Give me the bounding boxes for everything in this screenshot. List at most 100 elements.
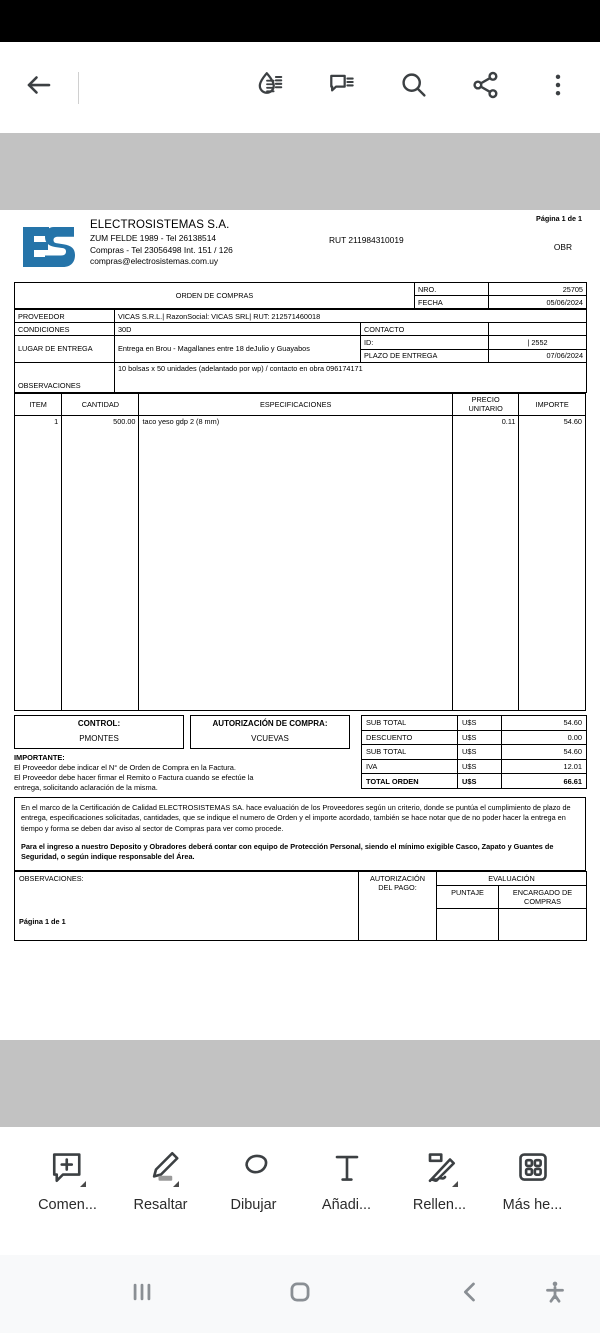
items-table: ITEM CANTIDAD ESPECIFICACIONES PRECIO UN… bbox=[13, 392, 586, 711]
tool-highlight[interactable]: Resaltar bbox=[114, 1145, 207, 1213]
table-row: IVA U$S 12.01 bbox=[361, 758, 587, 775]
nav-accessibility-button[interactable] bbox=[525, 1255, 585, 1333]
highlighter-icon bbox=[141, 1147, 181, 1192]
company-logo bbox=[18, 222, 80, 272]
control-value: PMONTES bbox=[79, 733, 119, 743]
nro-label: NRO. bbox=[414, 281, 489, 297]
more-options-button[interactable] bbox=[538, 68, 578, 108]
total-label-0: SUB TOTAL bbox=[361, 714, 458, 731]
comment-icon bbox=[327, 70, 357, 105]
search-button[interactable] bbox=[394, 68, 434, 108]
signature-boxes: CONTROL: PMONTES AUTORIZACIÓN DE COMPRA:… bbox=[14, 714, 359, 749]
control-totals-section: CONTROL: PMONTES AUTORIZACIÓN DE COMPRA:… bbox=[14, 714, 587, 793]
tool-fill-sign[interactable]: Rellen... bbox=[393, 1145, 486, 1213]
share-button[interactable] bbox=[466, 68, 506, 108]
status-bar bbox=[0, 0, 600, 42]
footer-observations-section: OBSERVACIONES: Página 1 de 1 AUTORIZACIÓ… bbox=[14, 870, 587, 942]
nav-back-button[interactable] bbox=[440, 1255, 500, 1333]
encargado-header: ENCARGADO DE COMPRAS bbox=[498, 884, 587, 910]
table-row: FECHA 05/06/2024 bbox=[15, 295, 587, 310]
autorizacion-label: AUTORIZACIÓN DE COMPRA: bbox=[212, 718, 328, 728]
importante-line2: El Proveedor debe hacer firmar el Remito… bbox=[14, 772, 254, 782]
tool-label: Rellen... bbox=[412, 1197, 467, 1213]
table-row: PLAZO DE ENTREGA 07/06/2024 bbox=[15, 348, 588, 363]
cell-importe: 54.60 bbox=[518, 414, 586, 711]
totals-table-wrap: SUB TOTAL U$S 54.60 DESCUENTO U$S 0.00 S… bbox=[361, 714, 587, 789]
table-row: OBSERVACIONES 10 bolsas x 50 unidades (a… bbox=[14, 361, 588, 393]
quality-note-2: Para el ingreso a nuestro Deposito y Obr… bbox=[21, 841, 554, 862]
plazo-entrega-value: 07/06/2024 bbox=[487, 348, 588, 363]
company-info: ELECTROSISTEMAS S.A. ZUM FELDE 1989 - Te… bbox=[90, 218, 233, 267]
total-label-3: IVA bbox=[361, 758, 458, 775]
home-icon bbox=[285, 1277, 315, 1312]
footer-page-label: Página 1 de 1 bbox=[19, 916, 66, 926]
arrow-left-icon bbox=[24, 70, 54, 105]
table-row: CONDICIONES 30D CONTACTO bbox=[14, 322, 588, 337]
total-label-4: TOTAL ORDEN bbox=[361, 773, 458, 789]
control-left: CONTROL: PMONTES AUTORIZACIÓN DE COMPRA:… bbox=[14, 714, 359, 793]
importante-heading: IMPORTANTE: bbox=[14, 752, 65, 762]
company-address-line1: ZUM FELDE 1989 - Tel 26138514 bbox=[90, 233, 217, 244]
total-currency-1: U$S bbox=[457, 729, 502, 746]
proveedor-label: PROVEEDOR bbox=[14, 309, 115, 324]
autorizacion-pago-line1: AUTORIZACIÓN bbox=[369, 873, 425, 883]
add-text-icon bbox=[327, 1147, 367, 1192]
table-row: OBSERVACIONES: Página 1 de 1 AUTORIZACIÓ… bbox=[14, 870, 587, 942]
order-fields-table: PROVEEDOR VICAS S.R.L.| RazonSocial: VIC… bbox=[14, 309, 588, 393]
nav-home-button[interactable] bbox=[270, 1255, 330, 1333]
table-row: PROVEEDOR VICAS S.R.L.| RazonSocial: VIC… bbox=[14, 309, 588, 324]
cell-precio: 0.11 bbox=[451, 414, 520, 711]
observaciones-label: OBSERVACIONES bbox=[14, 361, 115, 393]
highlight-contrast-button[interactable] bbox=[250, 68, 290, 108]
search-icon bbox=[399, 70, 429, 105]
col-item: ITEM bbox=[13, 392, 63, 416]
cell-cantidad: 500.00 bbox=[61, 414, 140, 711]
highlight-contrast-icon bbox=[255, 70, 285, 105]
total-value-3: 12.01 bbox=[501, 758, 587, 775]
table-row: SUB TOTAL U$S 54.60 bbox=[361, 744, 587, 760]
app-top-toolbar bbox=[0, 42, 600, 133]
draw-icon bbox=[234, 1147, 274, 1192]
tool-draw[interactable]: Dibujar bbox=[207, 1145, 300, 1213]
tool-label: Añadi... bbox=[321, 1197, 372, 1213]
tool-label: Resaltar bbox=[133, 1197, 188, 1213]
page-indicator-top: Página 1 de 1 bbox=[536, 214, 582, 223]
importante-block: IMPORTANTE: El Proveedor debe indicar el… bbox=[14, 753, 359, 793]
footer-observaciones-cell: OBSERVACIONES: Página 1 de 1 bbox=[14, 870, 359, 942]
tool-more[interactable]: Más he... bbox=[486, 1145, 579, 1213]
total-currency-4: U$S bbox=[457, 773, 502, 789]
id-label: ID: bbox=[360, 335, 489, 350]
total-value-4: 66.61 bbox=[501, 773, 587, 789]
importante-line1: El Proveedor debe indicar el N° de Orden… bbox=[14, 762, 236, 772]
col-cantidad: CANTIDAD bbox=[61, 392, 140, 416]
plazo-entrega-label: PLAZO DE ENTREGA bbox=[360, 348, 489, 363]
quality-note-1: En el marco de la Certificación de Calid… bbox=[21, 802, 571, 833]
back-button[interactable] bbox=[0, 70, 78, 105]
importante-line3: entrega, solicitando aclaración de la mi… bbox=[14, 782, 158, 792]
share-icon bbox=[471, 70, 501, 105]
autorizacion-pago-line2: DEL PAGO: bbox=[378, 882, 417, 892]
puntaje-header: PUNTAJE bbox=[436, 884, 499, 910]
autorizacion-value: VCUEVAS bbox=[251, 733, 289, 743]
condiciones-label: CONDICIONES bbox=[14, 322, 115, 337]
contacto-value bbox=[487, 322, 588, 337]
observaciones-value: 10 bolsas x 50 unidades (adelantado por … bbox=[113, 361, 588, 393]
pdf-page[interactable]: ELECTROSISTEMAS S.A. ZUM FELDE 1989 - Te… bbox=[0, 210, 600, 1040]
tool-label: Comen... bbox=[38, 1197, 97, 1213]
android-nav-bar bbox=[0, 1255, 600, 1333]
nav-recents-button[interactable] bbox=[112, 1255, 172, 1333]
tool-add-text[interactable]: Añadi... bbox=[300, 1145, 393, 1213]
table-row: SUB TOTAL U$S 54.60 bbox=[361, 714, 587, 731]
comment-button[interactable] bbox=[322, 68, 362, 108]
control-label: CONTROL: bbox=[77, 718, 121, 728]
tool-label: Dibujar bbox=[230, 1197, 277, 1213]
footer-table: OBSERVACIONES: Página 1 de 1 AUTORIZACIÓ… bbox=[14, 870, 587, 942]
caret-icon bbox=[451, 1181, 458, 1187]
table-row: ORDEN DE COMPRAS NRO. 25705 bbox=[14, 281, 587, 310]
tool-label: Más he... bbox=[502, 1197, 563, 1213]
tool-comment[interactable]: Comen... bbox=[21, 1145, 114, 1213]
col-precio-unitario: PRECIO UNITARIO bbox=[451, 392, 520, 416]
table-row bbox=[15, 908, 587, 942]
company-email: compras@electrosistemas.com.uy bbox=[90, 256, 219, 267]
annotation-toolbar: Comen... Resaltar Dib bbox=[0, 1127, 600, 1255]
